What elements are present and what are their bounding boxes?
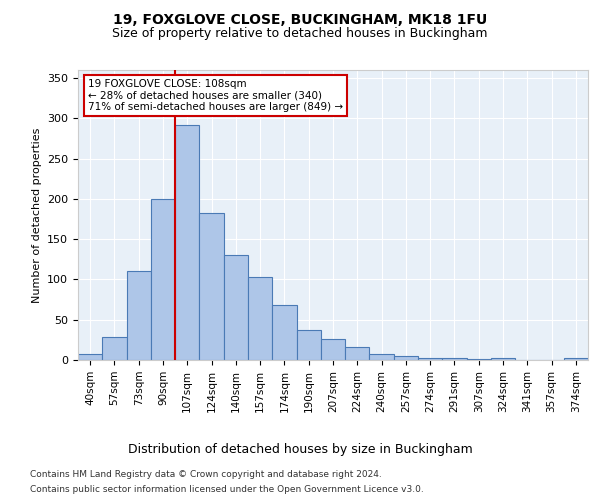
Bar <box>199 214 224 360</box>
Bar <box>418 358 442 360</box>
Bar <box>467 359 491 360</box>
Bar <box>127 272 151 360</box>
Text: 19, FOXGLOVE CLOSE, BUCKINGHAM, MK18 1FU: 19, FOXGLOVE CLOSE, BUCKINGHAM, MK18 1FU <box>113 12 487 26</box>
Bar <box>345 347 370 360</box>
Bar <box>296 330 321 360</box>
Text: Size of property relative to detached houses in Buckingham: Size of property relative to detached ho… <box>112 28 488 40</box>
Y-axis label: Number of detached properties: Number of detached properties <box>32 128 41 302</box>
Bar <box>102 338 127 360</box>
Bar <box>224 256 248 360</box>
Text: Distribution of detached houses by size in Buckingham: Distribution of detached houses by size … <box>128 442 472 456</box>
Bar <box>151 199 175 360</box>
Bar <box>272 305 296 360</box>
Bar <box>321 339 345 360</box>
Text: Contains public sector information licensed under the Open Government Licence v3: Contains public sector information licen… <box>30 485 424 494</box>
Bar <box>370 354 394 360</box>
Bar <box>248 277 272 360</box>
Bar <box>394 356 418 360</box>
Text: Contains HM Land Registry data © Crown copyright and database right 2024.: Contains HM Land Registry data © Crown c… <box>30 470 382 479</box>
Bar <box>175 125 199 360</box>
Bar <box>491 358 515 360</box>
Text: 19 FOXGLOVE CLOSE: 108sqm
← 28% of detached houses are smaller (340)
71% of semi: 19 FOXGLOVE CLOSE: 108sqm ← 28% of detac… <box>88 78 343 112</box>
Bar <box>78 354 102 360</box>
Bar <box>442 358 467 360</box>
Bar <box>564 358 588 360</box>
